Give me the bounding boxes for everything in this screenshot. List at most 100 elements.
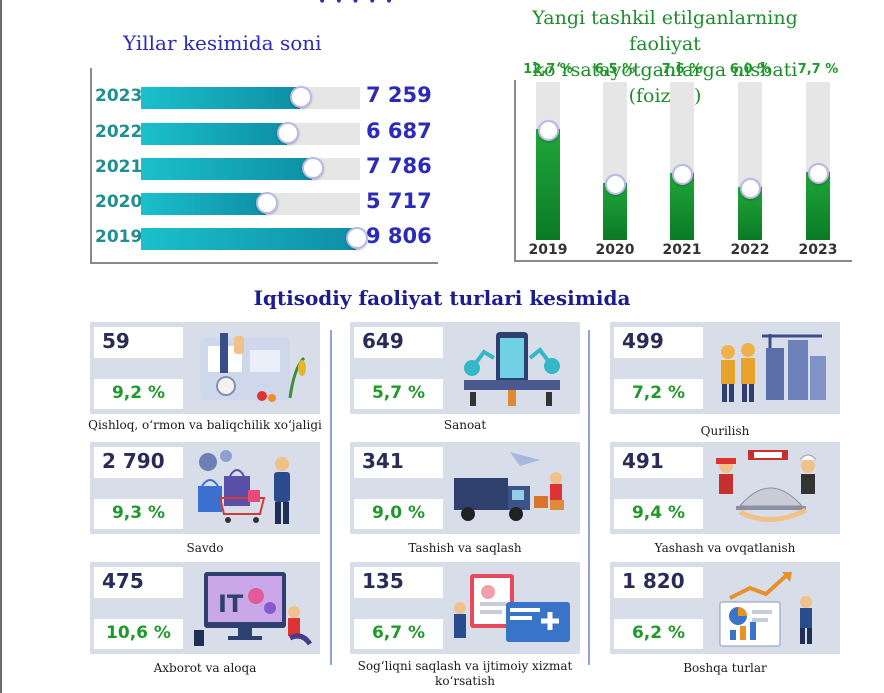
left-chart-x-axis [90,262,438,264]
bar-value-label: 7 786 [366,154,432,178]
bar-track [738,82,762,240]
count-box: 649 [354,327,443,358]
x-tick-label: 2021 [662,242,702,258]
bar-column-2019: 12,7 % 2019 [518,62,578,262]
bar-track [141,157,360,180]
bar-end-marker [277,122,299,144]
activity-label: Yashash va ovqatlanish [654,541,796,555]
activity-label: Sanoat [443,418,487,432]
activity-count: 475 [102,569,144,593]
bar-track [536,82,560,240]
activity-card: 341 9,0 % [350,442,580,534]
bar-value-label: 6,5 % [594,62,636,77]
activity-card: 59 9,2 % [90,322,320,414]
bar-row-2022: 2022 6 687 [93,119,433,146]
activity-count: 341 [362,449,404,473]
bar-track [141,227,368,250]
bar-value-label: 6,0 % [729,62,771,77]
bar-category-label: 2023 [95,86,143,106]
column-divider-1 [330,330,332,665]
factory-robot-illustration [450,328,574,410]
bar-top-marker [740,178,761,199]
percent-box: 10,6 % [94,619,183,649]
activity-label: Axborot va aloqa [153,661,257,675]
count-box: 2 790 [94,447,183,478]
activity-count: 59 [102,329,130,353]
bar-track [603,82,627,240]
percent-box: 9,0 % [354,499,443,529]
activity-label: Savdo [186,541,224,555]
activity-count: 499 [622,329,664,353]
count-box: 135 [354,567,443,598]
right-chart-title-line1: Yangi tashkil etilganlarning faoliyat [532,7,798,55]
bar-value-label: 12,7 % [523,62,573,77]
bar [141,87,300,109]
bar-category-label: 2022 [95,122,143,142]
bar-top-marker [538,120,559,141]
right-chart-x-axis [514,260,852,262]
bar [141,123,287,145]
bar-end-marker [290,86,312,108]
activity-label: Qishloq, o‘rmon va baliqchilik xo‘jaligi [88,418,322,432]
activity-card: 649 5,7 % [350,322,580,414]
bar-category-label: 2021 [95,157,143,177]
percent-box: 9,3 % [94,499,183,529]
bar-end-marker [346,227,368,249]
bar-track [670,82,694,240]
activity-percent: 9,4 % [631,503,686,523]
activity-percent: 5,7 % [371,383,426,403]
right-chart-y-axis [514,80,516,262]
bar-track [141,192,360,215]
activity-count: 1 820 [622,569,685,593]
activity-card: 499 7,2 % [610,322,840,414]
count-box: 491 [614,447,703,478]
delivery-truck-illustration [450,448,574,530]
bar-value-label: 7 259 [366,83,432,107]
activity-percent: 6,7 % [371,623,426,643]
activity-percent: 9,3 % [111,503,166,523]
bar-track [806,82,830,240]
business-chart-illustration [710,568,834,650]
x-tick-label: 2022 [730,242,770,258]
left-chart-y-axis [90,68,92,264]
column-divider-2 [588,330,590,665]
bar [141,228,356,250]
bar-row-2021: 2021 7 786 [93,154,433,181]
activity-label: Tashish va saqlash [408,541,522,555]
activity-label: Sog‘liqni saqlash va ijtimoiy xizmat ko‘… [357,659,573,688]
construction-workers-illustration [710,328,834,410]
activity-card: 2 790 9,3 % [90,442,320,534]
activity-card: 475 10,6 % IT [90,562,320,654]
bar-track [141,86,360,109]
bar-row-2023: 2023 7 259 [93,83,433,110]
left-border [0,0,2,693]
activity-percent: 9,2 % [111,383,166,403]
activity-card: 1 820 6,2 % [610,562,840,654]
shopping-cart-illustration [190,448,314,530]
left-chart-title: Yillar kesimida soni [123,31,322,55]
bar [141,158,312,180]
bar-end-marker [302,157,324,179]
activity-card: 491 9,4 % [610,442,840,534]
bar-top-marker [672,164,693,185]
bar-value-label: 9 806 [366,224,432,248]
activity-count: 649 [362,329,404,353]
activity-count: 491 [622,449,664,473]
count-box: 341 [354,447,443,478]
count-box: 499 [614,327,703,358]
activity-percent: 10,6 % [106,623,171,643]
bar-column-2022: 6,0 % 2022 [720,62,780,262]
bar-track [141,122,360,145]
count-box: 59 [94,327,183,358]
section-title: Iqtisodiy faoliyat turlari kesimida [253,286,631,310]
count-box: 475 [94,567,183,598]
x-tick-label: 2019 [528,242,568,258]
x-tick-label: 2023 [798,242,838,258]
bar-category-label: 2019 [95,227,143,247]
bar-value-label: 7,6 % [661,62,703,77]
activity-percent: 9,0 % [371,503,426,523]
activity-percent: 6,2 % [631,623,686,643]
percent-box: 7,2 % [614,379,703,409]
bar [141,193,266,215]
it-computer-illustration: IT [190,568,314,650]
